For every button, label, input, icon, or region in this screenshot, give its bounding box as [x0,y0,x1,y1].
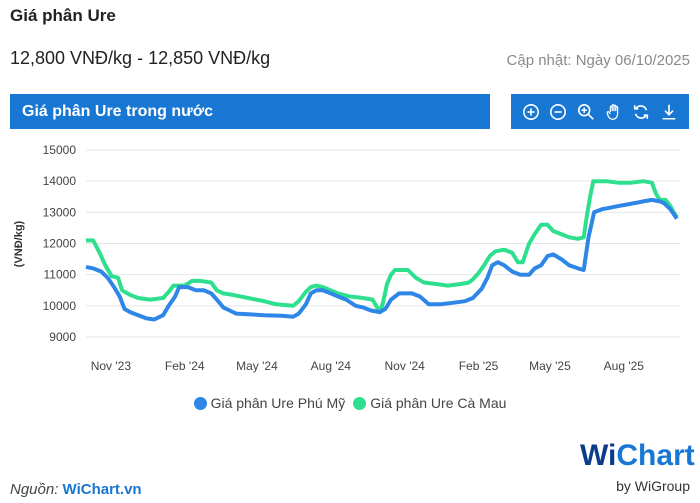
legend-item-ca-mau[interactable]: Giá phân Ure Cà Mau [353,395,506,411]
logo-wi: Wi [580,439,617,472]
x-axis-ticks: Nov '23 Feb '24 May '24 Aug '24 Nov '24 Feb '… [91,359,645,373]
page-title: Giá phân Ure [10,6,116,25]
chart-toolbar [511,94,689,129]
chart-title: Giá phân Ure trong nước [22,102,213,120]
legend-marker-phu-my [193,396,207,410]
x-tick-label: May '24 [236,359,278,373]
x-tick-label: Aug '24 [311,359,352,373]
x-tick-label: Nov '23 [91,359,132,373]
chart-header: Giá phân Ure trong nước [10,94,490,129]
x-tick-label: Feb '25 [459,359,499,373]
series [85,179,679,322]
logo-chart: Chart [616,439,695,472]
logo-byline: by WiGroup [616,478,690,494]
y-axis-label: (VNĐ/kg) [13,220,25,267]
x-tick-label: Feb '24 [165,359,205,373]
wichart-logo: WiChart by WiGroup [580,439,695,495]
source-label: Nguồn: [10,481,59,498]
y-tick-label: 13000 [43,205,77,219]
zoom-out-icon[interactable] [548,102,568,122]
y-tick-label: 11000 [44,268,77,282]
y-tick-label: 9000 [49,330,76,344]
legend-label-phu-my: Giá phân Ure Phú Mỹ [210,395,346,411]
x-tick-label: Aug '25 [604,359,645,373]
y-tick-label: 10000 [43,299,77,313]
series-line-phu-my [85,197,679,322]
legend: Giá phân Ure Phú Mỹ Giá phân Ure Cà Mau [0,395,700,411]
legend-label-ca-mau: Giá phân Ure Cà Mau [370,395,507,411]
y-tick-label: 12000 [43,237,77,251]
legend-marker-ca-mau [353,396,367,410]
pan-hand-icon[interactable] [604,102,624,122]
legend-item-phu-my[interactable]: Giá phân Ure Phú Mỹ [193,395,346,411]
x-tick-label: Nov '24 [385,359,426,373]
updated-date: Cập nhật: Ngày 06/10/2025 [506,52,690,69]
download-icon[interactable] [659,102,679,122]
logo-wordmark: WiChart [580,439,695,472]
price-range: 12,800 VNĐ/kg - 12,850 VNĐ/kg [10,48,271,68]
y-tick-label: 14000 [43,174,77,188]
line-chart: 9000 10000 11000 12000 13000 14000 15000 Nov '… [13,143,680,373]
magnify-icon[interactable] [576,102,596,122]
reset-icon[interactable] [631,102,651,122]
zoom-in-icon[interactable] [521,102,541,122]
x-tick-label: May '25 [529,359,571,373]
y-axis-ticks: 9000 10000 11000 12000 13000 14000 15000 [43,143,77,344]
y-tick-label: 15000 [43,143,77,157]
source-line: Nguồn: WiChart.vn [10,481,142,498]
source-link[interactable]: WiChart.vn [62,481,142,498]
